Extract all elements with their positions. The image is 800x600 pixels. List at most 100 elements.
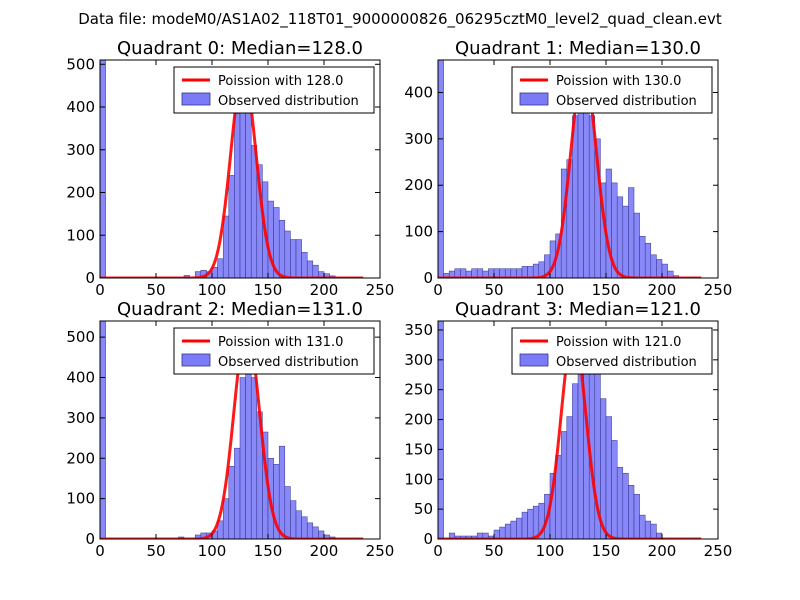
y-tick-label: 0 <box>85 530 95 548</box>
y-tick-label: 300 <box>66 141 95 159</box>
histogram-bar <box>527 266 534 278</box>
poisson-curve <box>100 70 364 278</box>
legend-label-observed: Observed distribution <box>218 355 359 370</box>
x-tick-label: 50 <box>146 281 165 299</box>
legend-label-poisson: Poission with 130.0 <box>556 74 681 89</box>
histogram-bar <box>560 431 568 539</box>
x-tick-label: 0 <box>433 542 443 560</box>
x-tick-label: 0 <box>433 281 443 299</box>
histogram-bar <box>295 239 302 278</box>
histogram-bar <box>566 416 573 539</box>
histogram-bar <box>234 447 241 539</box>
histogram-bar <box>644 242 652 278</box>
panel-title: Quadrant 1: Median=130.0 <box>455 38 701 59</box>
histogram-bar <box>616 467 624 539</box>
histogram-bar <box>234 113 241 278</box>
histogram-bar <box>438 321 444 539</box>
x-tick-label: 250 <box>366 542 395 560</box>
y-tick-label: 500 <box>66 55 95 73</box>
histogram-bar <box>250 377 258 539</box>
poisson-curve <box>100 327 364 539</box>
histogram-bar <box>239 377 246 539</box>
y-tick-label: 400 <box>404 83 433 101</box>
histogram-bar <box>504 523 512 539</box>
y-tick-label: 300 <box>404 351 433 369</box>
panel-quadrant-3: 0 50 100 150 200 250 0 50 100 150 200 250 300 350 Quad… <box>404 299 732 560</box>
histogram-bar <box>628 187 635 278</box>
histogram-bars <box>438 321 663 539</box>
histogram-bar <box>100 321 106 539</box>
histogram-bar <box>301 516 308 539</box>
y-tick-label: 400 <box>66 98 95 116</box>
x-tick-label: 100 <box>536 281 565 299</box>
histogram-bar <box>644 520 652 539</box>
axes-frame <box>99 59 381 279</box>
legend-label-observed: Observed distribution <box>218 94 359 109</box>
y-tick-label: 100 <box>404 470 433 488</box>
x-tick-label: 150 <box>254 281 283 299</box>
histogram-bar <box>295 510 302 539</box>
histogram-bar <box>312 526 319 539</box>
histogram-bar <box>245 111 252 278</box>
panel-title: Quadrant 2: Median=131.0 <box>117 299 363 320</box>
y-tick-label: 350 <box>404 321 433 339</box>
histogram-bar <box>228 466 235 539</box>
axes-frame <box>437 59 719 279</box>
y-tick-label: 0 <box>423 530 433 548</box>
histogram-bar <box>661 263 668 278</box>
histogram-bar <box>306 522 314 539</box>
legend-label-observed: Observed distribution <box>556 94 697 109</box>
x-tick-label: 200 <box>648 281 677 299</box>
x-tick-label: 150 <box>254 542 283 560</box>
x-tick-label: 250 <box>366 281 395 299</box>
histogram-bar <box>583 92 590 278</box>
y-tick-label: 400 <box>66 369 95 387</box>
legend-label-poisson: Poission with 131.0 <box>218 335 343 350</box>
histogram-bar <box>499 526 506 539</box>
y-tick-label: 0 <box>423 269 433 287</box>
y-tick-label: 300 <box>66 409 95 427</box>
histogram-bar <box>656 259 663 278</box>
histogram-bar <box>284 230 291 278</box>
x-tick-label: 200 <box>310 281 339 299</box>
histogram-bar <box>228 175 235 278</box>
x-tick-label: 50 <box>146 542 165 560</box>
histogram-bar <box>639 236 646 278</box>
histogram-bar <box>605 168 612 278</box>
y-tick-label: 200 <box>66 449 95 467</box>
histogram-bar <box>438 60 444 278</box>
histogram-bar <box>527 508 534 539</box>
panel-quadrant-2: 0 50 100 150 200 250 0 100 200 300 400 500 Quadrant … <box>66 299 394 560</box>
legend-bar-swatch <box>519 92 549 106</box>
axes-frame <box>99 320 381 540</box>
histogram-bar <box>611 440 618 539</box>
histogram-bar <box>222 215 230 278</box>
legend-label-poisson: Poission with 121.0 <box>556 335 681 350</box>
y-tick-label: 50 <box>414 500 433 518</box>
panel-title: Quadrant 3: Median=121.0 <box>455 299 701 320</box>
histogram-bar <box>633 493 640 539</box>
legend-bar-swatch <box>181 353 211 367</box>
histogram-bar <box>521 511 528 539</box>
y-tick-label: 0 <box>85 269 95 287</box>
panel-title: Quadrant 0: Median=128.0 <box>117 38 363 59</box>
x-tick-label: 100 <box>198 542 227 560</box>
y-tick-label: 300 <box>404 130 433 148</box>
histogram-bar <box>284 486 291 539</box>
histogram-bar <box>290 500 297 539</box>
legend-label-observed: Observed distribution <box>556 355 697 370</box>
histogram-bar <box>622 473 629 539</box>
y-tick-label: 150 <box>404 440 433 458</box>
figure-title: Data file: modeM0/AS1A02_118T01_90000008… <box>78 10 722 29</box>
histogram-bar <box>650 254 657 278</box>
y-tick-label: 100 <box>66 490 95 508</box>
legend-bar-swatch <box>519 353 549 367</box>
histogram-bar <box>639 514 646 539</box>
y-tick-label: 200 <box>404 411 433 429</box>
legend: Poission with 128.0 Observed distribution <box>173 66 375 114</box>
y-tick-label: 500 <box>66 328 95 346</box>
legend: Poission with 131.0 Observed distribution <box>173 327 375 375</box>
x-tick-label: 0 <box>95 542 105 560</box>
histogram-bar <box>278 220 286 278</box>
legend-bar-swatch <box>181 92 211 106</box>
